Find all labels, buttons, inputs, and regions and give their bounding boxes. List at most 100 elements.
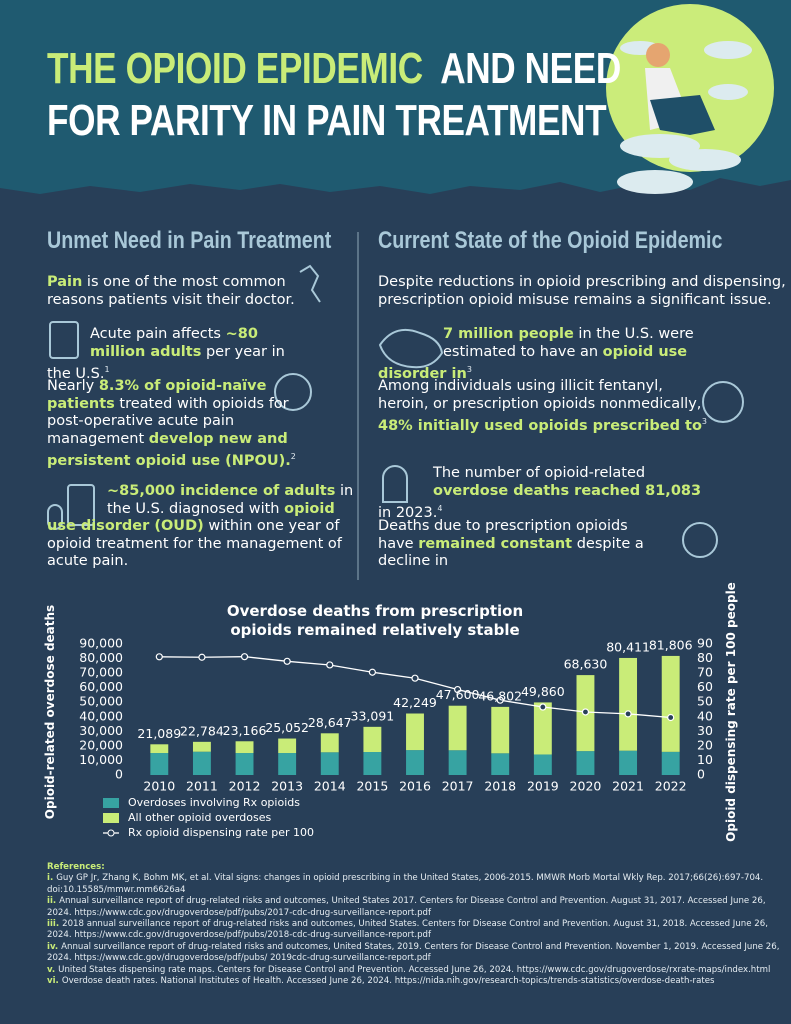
y-tick-label: 90,000	[79, 636, 123, 651]
body-text: Acute pain affects	[90, 326, 226, 342]
bar	[320, 752, 339, 775]
reference-numeral: iv.	[47, 941, 59, 952]
highlight-text: opioid use disorder in	[378, 343, 688, 382]
paragraph: Pain is one of the most common reasons p…	[47, 274, 309, 309]
bar	[661, 751, 680, 775]
x-tick-label: 2018	[484, 779, 516, 794]
chart-title: Overdose deaths from prescription opioid…	[226, 602, 524, 639]
x-tick-label: 2019	[527, 779, 559, 794]
reference-text: 2018 annual surveillance report of drug-…	[47, 919, 768, 941]
body-text: within one year of opioid treatment for …	[47, 518, 342, 569]
line-point	[539, 703, 547, 711]
legend-label: Rx opioid dispensing rate per 100	[128, 826, 314, 839]
total-label: 46,802	[478, 688, 522, 703]
y2-tick-label: 10	[697, 752, 713, 767]
x-tick-label: 2017	[442, 779, 474, 794]
bar	[448, 750, 467, 775]
paragraph: Among individuals using illicit fentanyl…	[378, 378, 708, 435]
highlight-text: opioid use disorder (OUD)	[47, 500, 335, 535]
reference-mark: 3	[466, 365, 472, 374]
x-tick-label: 2016	[399, 779, 431, 794]
total-label: 33,091	[351, 708, 395, 723]
pill-icon	[702, 381, 744, 423]
x-tick-label: 2015	[356, 779, 388, 794]
paragraph: Deaths due to prescription opioids have …	[378, 518, 658, 571]
header-band	[0, 0, 791, 194]
reference-text: Overdose death rates. National Institute…	[61, 976, 715, 987]
rx-icon	[49, 321, 79, 359]
paragraph: The number of opioid-related overdose de…	[378, 465, 708, 522]
person-head	[646, 43, 670, 67]
line-point	[454, 685, 462, 694]
grave-icon	[382, 465, 408, 503]
bar	[406, 750, 424, 775]
x-tick-label: 2012	[229, 779, 261, 794]
icons	[47, 264, 744, 558]
references: References: i. Guy GP Jr, Zhang K, Bohm M…	[47, 862, 787, 987]
line-point	[240, 653, 249, 661]
bar	[533, 754, 552, 775]
paragraph: Acute pain affects ~80 million adults pe…	[47, 326, 297, 383]
body-text: Nearly	[47, 378, 99, 394]
reference-mark: 1	[104, 365, 110, 374]
reference-mark: 3	[701, 417, 708, 426]
bar	[576, 751, 595, 775]
line-point	[326, 661, 334, 669]
reference-numeral: iii.	[47, 919, 60, 930]
reference-text: Guy GP Jr, Zhang K, Bohm MK, et al. Vita…	[47, 873, 764, 895]
chart: 010,00020,00030,00040,00050,00060,00070,…	[43, 582, 738, 842]
y-axis-title: Opioid-related overdose deaths	[43, 605, 57, 819]
bar	[278, 753, 297, 775]
y-tick-label: 40,000	[79, 708, 123, 723]
section-heading: Current State of the Opioid Epidemic	[378, 227, 723, 254]
x-tick-label: 2013	[271, 779, 303, 794]
y-tick-label: 70,000	[79, 665, 123, 680]
reference-item: vi. Overdose death rates. National Instit…	[47, 976, 787, 987]
line-point	[667, 713, 675, 722]
body-text: Despite reductions in opioid prescribing…	[378, 274, 786, 308]
y2-tick-label: 80	[697, 650, 713, 665]
highlight-text: 8.3% of opioid-naïve patients	[47, 378, 267, 412]
bar	[150, 753, 169, 775]
reference-text: Annual surveillance report of drug-relat…	[47, 896, 766, 918]
y-tick-label: 50,000	[79, 694, 123, 709]
total-label: 68,630	[564, 657, 608, 672]
y2-tick-label: 30	[697, 723, 713, 738]
legend-swatch	[103, 798, 119, 808]
y2-tick-label: 0	[697, 767, 705, 782]
body-text: Among individuals using illicit fentanyl…	[378, 378, 702, 412]
total-label: 47,600	[436, 687, 480, 702]
x-tick-label: 2014	[314, 779, 346, 794]
section-heading: Unmet Need in Pain Treatment	[47, 227, 332, 254]
bar	[363, 752, 382, 775]
y-tick-label: 60,000	[79, 679, 123, 694]
highlight-text: 48% initially used opioids prescribed to	[378, 417, 702, 434]
y-tick-label: 0	[115, 767, 123, 782]
reference-numeral: vi.	[47, 976, 59, 987]
y2-tick-label: 90	[697, 636, 713, 651]
total-label: 81,806	[649, 637, 693, 652]
reference-mark: 4	[437, 504, 443, 513]
paragraph: ~85,000 incidence of adults in the U.S. …	[47, 483, 357, 571]
pill	[704, 41, 752, 59]
y2-tick-label: 70	[697, 665, 713, 680]
total-label: 28,647	[308, 715, 352, 730]
reference-item: ii. Annual surveillance report of drug-re…	[47, 896, 787, 919]
body-text: Deaths due to prescription opioids have	[378, 518, 628, 552]
warning-icon	[682, 522, 718, 558]
body-text: in 2023.	[378, 504, 438, 521]
bar	[192, 751, 211, 775]
reference-numeral: i.	[47, 873, 54, 884]
reference-numeral: ii.	[47, 896, 57, 907]
body-text: The number of opioid-related	[433, 465, 646, 481]
highlight-text: Pain	[47, 274, 83, 290]
reference-mark: 2	[290, 452, 296, 461]
x-tick-label: 2021	[612, 779, 644, 794]
person-legs	[650, 95, 715, 135]
total-label: 23,166	[223, 723, 267, 738]
line-point	[496, 696, 504, 704]
highlight-text: ~80 million adults	[90, 326, 258, 360]
paragraph: Nearly 8.3% of opioid-naïve patients tre…	[47, 378, 309, 470]
